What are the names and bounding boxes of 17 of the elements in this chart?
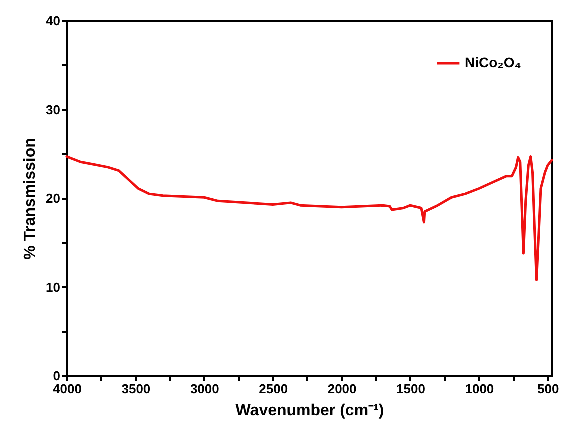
y-axis-title: % Transmission — [22, 138, 40, 260]
x-axis-title: Wavenumber (cm⁻¹) — [236, 402, 384, 420]
y-tick-label: 20 — [46, 191, 60, 206]
y-tick-label: 10 — [46, 280, 60, 295]
x-tick-label: 4000 — [53, 382, 82, 396]
x-tick-label: 3500 — [122, 382, 151, 396]
x-tick-label: 3000 — [190, 382, 220, 396]
x-tick-label: 2000 — [328, 382, 357, 396]
legend-label: NiCo₂O₄ — [465, 54, 522, 70]
x-tick-label: 2500 — [259, 382, 288, 396]
x-tick-label: 1500 — [396, 382, 426, 396]
x-tick-label: 500 — [538, 382, 560, 396]
y-tick-label: 30 — [46, 102, 60, 118]
line-series — [66, 156, 554, 282]
y-tick-label: 0 — [53, 368, 60, 384]
y-tick-label: 40 — [46, 14, 60, 28]
x-tick-label: 1000 — [465, 382, 494, 396]
